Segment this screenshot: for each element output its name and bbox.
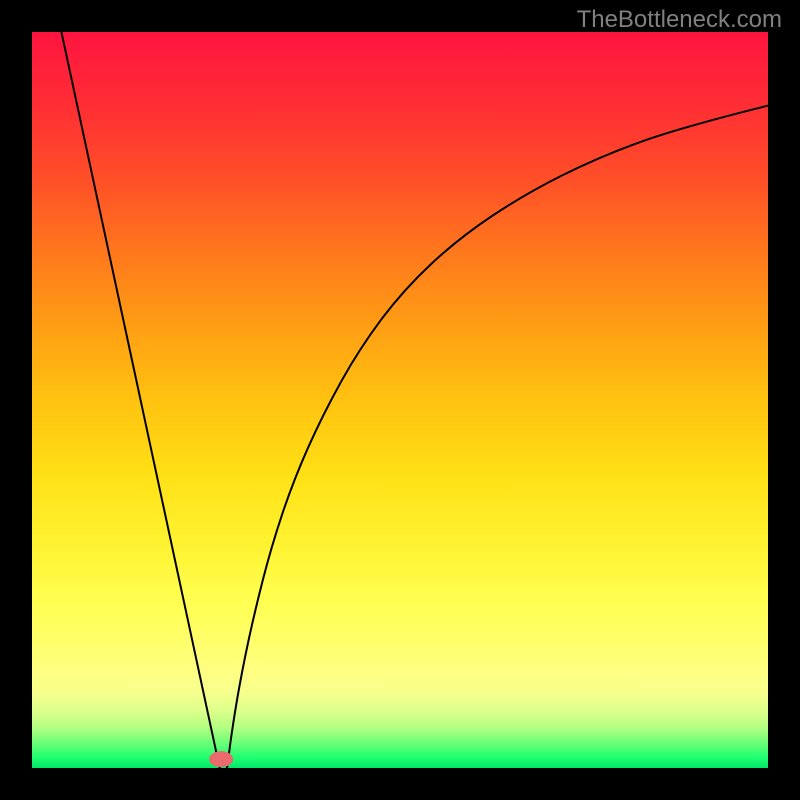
optimum-marker	[209, 751, 233, 767]
watermark-text: TheBottleneck.com	[577, 6, 782, 34]
plot-svg	[32, 32, 768, 768]
plot-background	[32, 32, 768, 768]
plot-area	[32, 32, 768, 768]
